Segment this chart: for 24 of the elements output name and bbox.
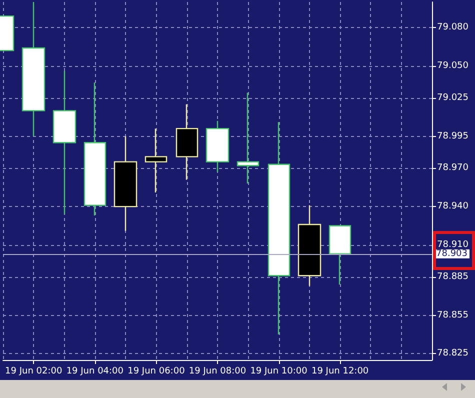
candlestick — [144, 128, 168, 194]
y-tick-label: 79.025 — [437, 92, 468, 103]
y-tick-label: 78.995 — [437, 131, 468, 142]
candlestick — [236, 92, 260, 184]
ref-line-label: 78.903 — [436, 248, 468, 259]
y-tick-label: 79.050 — [437, 60, 469, 71]
y-tick-label: 78.940 — [437, 202, 469, 212]
y-tick-label: 79.080 — [437, 22, 469, 33]
candlestick — [328, 225, 352, 286]
x-tick-label: 19 Jun 12:00 — [311, 366, 369, 376]
x-tick-label: 19 Jun 10:00 — [250, 366, 308, 376]
candlestick — [206, 120, 230, 173]
x-tick-label: 19 Jun 04:00 — [66, 366, 124, 376]
x-tick-label: 19 Jun 06:00 — [128, 366, 186, 376]
candlestick — [176, 104, 198, 180]
x-tick-label: 19 Jun 02:00 — [5, 366, 62, 376]
candlestick — [298, 204, 322, 286]
x-tick-label: 19 Jun 08:00 — [188, 366, 246, 376]
y-tick-label: 78.910 — [437, 240, 469, 250]
y-tick-label: 78.825 — [437, 348, 468, 359]
y-tick-label: 78.855 — [437, 310, 468, 320]
y-tick-label: 78.970 — [437, 163, 469, 174]
candlestick — [114, 136, 138, 232]
y-tick-label: 78.885 — [437, 272, 468, 282]
